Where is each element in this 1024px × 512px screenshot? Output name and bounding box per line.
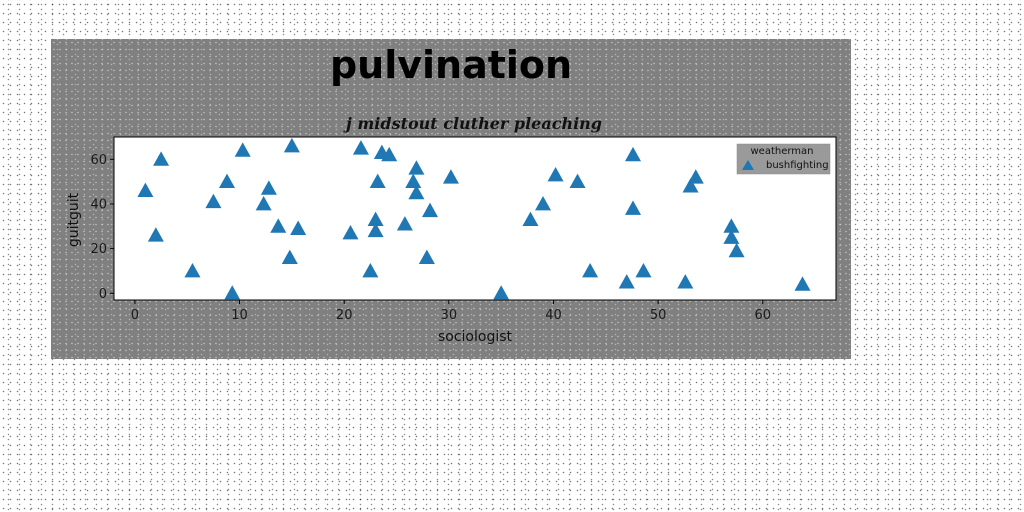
data-point [442,169,459,184]
legend-label-bushfighting: bushfighting [766,160,829,171]
data-point [728,242,745,258]
data-point [224,285,241,300]
data-point [625,200,642,215]
data-point [255,195,272,211]
data-point [381,146,398,162]
data-point [405,173,422,189]
y-axis: 0 20 40 60 [90,153,114,302]
data-point [535,195,552,211]
series-bushfighting [137,137,811,300]
data-point [153,151,170,166]
data-point [234,142,251,157]
x-tick-label: 0 [131,308,139,323]
data-point [342,225,359,240]
data-point [281,249,298,264]
y-tick-label: 20 [90,242,107,257]
data-point [635,262,652,278]
data-point [682,178,699,193]
data-point [219,173,236,189]
data-point [396,216,413,231]
y-tick-label: 40 [90,197,107,212]
data-point [408,184,425,200]
data-point [260,180,277,195]
data-point [677,274,694,289]
legend-box [736,143,831,175]
data-point [205,193,222,209]
data-point [362,262,379,278]
data-point [723,218,740,233]
data-point [369,173,386,189]
data-point [547,166,564,182]
x-axis-label: sociologist [438,329,513,345]
data-point [618,274,635,289]
x-tick-label: 20 [336,308,353,323]
x-tick-label: 30 [441,308,458,323]
data-point [283,137,300,153]
x-tick-label: 10 [231,308,248,323]
data-point [352,140,369,155]
data-point [625,146,642,162]
x-tick-label: 40 [545,308,562,323]
data-point [569,173,586,189]
x-tick-label: 60 [754,308,771,323]
chart-subtitle: j midstout cluther pleaching [343,114,602,133]
data-point [422,202,439,218]
figure-panel: pulvination j midstout cluther pleaching… [51,39,851,359]
y-tick-label: 0 [99,287,107,302]
data-point [408,160,425,175]
chart-title: pulvination [330,43,572,87]
data-point [270,218,287,233]
data-point [582,262,599,278]
x-axis: 0 10 20 30 40 50 60 [131,300,771,323]
data-point [184,262,201,278]
data-point [367,211,384,227]
data-point [493,285,510,300]
data-point [522,211,539,227]
legend-title: weatherman [750,146,813,157]
data-point [137,182,154,197]
legend: weatherman bushfighting [736,143,831,175]
data-point [418,249,435,264]
y-axis-label: guitguit [66,192,82,247]
y-tick-label: 60 [90,153,107,168]
data-point [147,227,164,242]
data-point [794,276,811,291]
data-point [687,169,704,184]
data-point [367,222,384,238]
data-point [723,229,740,244]
data-point [290,220,307,235]
scatter-chart: pulvination j midstout cluther pleaching… [66,43,837,345]
x-tick-label: 50 [650,308,667,323]
plot-area [113,136,837,301]
legend-triangle-icon [742,160,754,170]
